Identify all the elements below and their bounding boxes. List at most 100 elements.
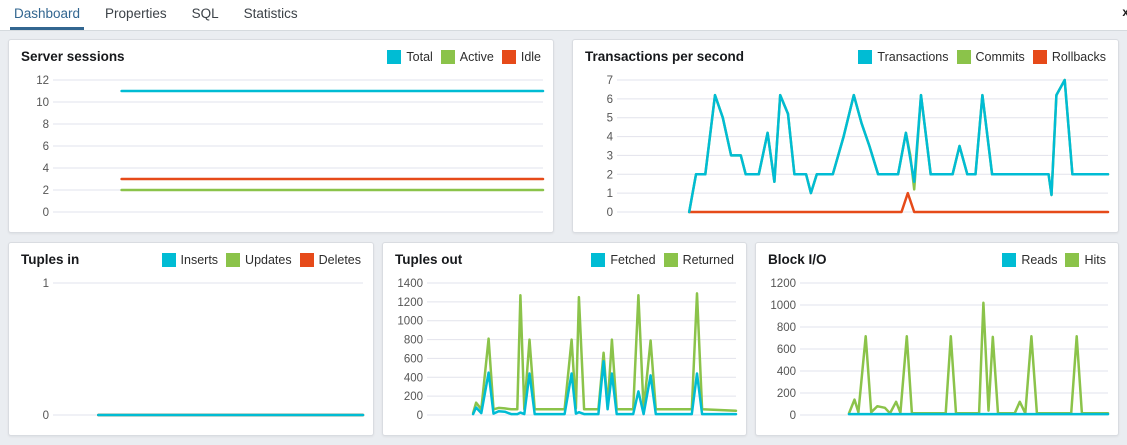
legend-label: Deletes bbox=[318, 252, 361, 267]
legend-label: Hits bbox=[1084, 252, 1106, 267]
panel-header: Server sessions Total Active Idle bbox=[9, 40, 553, 67]
legend-item-idle: Idle bbox=[501, 49, 541, 64]
panel-title: Tuples out bbox=[395, 252, 463, 267]
charts-row-2: Tuples in Inserts Updates Deletes bbox=[8, 242, 1119, 436]
svg-text:200: 200 bbox=[404, 391, 423, 403]
legend-item-rollbacks: Rollbacks bbox=[1032, 49, 1106, 64]
legend-label: Inserts bbox=[180, 252, 219, 267]
panel-tuples-out: Tuples out Fetched Returned 0 200 400 600 80… bbox=[382, 242, 747, 436]
svg-text:8: 8 bbox=[43, 119, 49, 131]
legend-swatch-deletes bbox=[299, 252, 314, 267]
panel-server-sessions: Server sessions Total Active Idle bbox=[8, 39, 554, 233]
svg-text:1: 1 bbox=[43, 278, 49, 290]
legend-item-transactions: Transactions bbox=[858, 49, 949, 64]
svg-text:2: 2 bbox=[607, 169, 613, 181]
svg-text:4: 4 bbox=[607, 132, 614, 144]
svg-text:800: 800 bbox=[777, 322, 796, 334]
legend: Fetched Returned bbox=[583, 252, 734, 267]
svg-text:600: 600 bbox=[777, 344, 796, 356]
svg-text:200: 200 bbox=[777, 388, 796, 400]
tab-properties[interactable]: Properties bbox=[105, 6, 167, 21]
legend-item-active: Active bbox=[440, 49, 494, 64]
transactions-chart: 0 1 2 3 4 5 6 7 bbox=[573, 67, 1118, 232]
svg-text:0: 0 bbox=[790, 410, 796, 422]
legend-item-commits: Commits bbox=[956, 49, 1025, 64]
legend-swatch-active bbox=[440, 49, 455, 64]
svg-text:1200: 1200 bbox=[770, 278, 796, 290]
legend-label: Fetched bbox=[610, 252, 656, 267]
legend: Inserts Updates Deletes bbox=[154, 252, 361, 267]
close-icon[interactable]: x bbox=[1122, 5, 1127, 19]
legend-item-fetched: Fetched bbox=[591, 252, 656, 267]
dashboard-content: Server sessions Total Active Idle bbox=[0, 31, 1127, 444]
svg-text:1400: 1400 bbox=[397, 278, 423, 290]
svg-text:1000: 1000 bbox=[770, 300, 796, 312]
tab-dashboard[interactable]: Dashboard bbox=[10, 0, 85, 30]
svg-text:400: 400 bbox=[404, 372, 423, 384]
svg-text:4: 4 bbox=[43, 163, 50, 175]
svg-text:1000: 1000 bbox=[397, 316, 423, 328]
legend-item-updates: Updates bbox=[226, 252, 292, 267]
tab-bar: Dashboard Properties SQL Statistics x bbox=[0, 0, 1127, 31]
legend-label: Rollbacks bbox=[1051, 49, 1106, 64]
legend-swatch-reads bbox=[1002, 252, 1017, 267]
legend-item-returned: Returned bbox=[663, 252, 734, 267]
legend-swatch-hits bbox=[1065, 252, 1080, 267]
svg-text:1200: 1200 bbox=[397, 297, 423, 309]
panel-title: Block I/O bbox=[768, 252, 827, 267]
svg-text:600: 600 bbox=[404, 353, 423, 365]
panel-header: Tuples in Inserts Updates Deletes bbox=[9, 243, 373, 270]
legend: Transactions Commits Rollbacks bbox=[850, 49, 1106, 64]
chart-canvas: 0 1 2 3 4 5 6 7 bbox=[607, 75, 1110, 219]
legend-label: Updates bbox=[245, 252, 292, 267]
legend: Total Active Idle bbox=[379, 49, 541, 64]
tab-sql[interactable]: SQL bbox=[191, 6, 219, 21]
charts-row-1: Server sessions Total Active Idle bbox=[8, 39, 1119, 233]
tab-statistics[interactable]: Statistics bbox=[243, 6, 298, 21]
svg-text:3: 3 bbox=[607, 150, 613, 162]
legend: Reads Hits bbox=[994, 252, 1106, 267]
panel-transactions-per-second: Transactions per second Transactions Com… bbox=[572, 39, 1119, 233]
svg-text:1: 1 bbox=[607, 188, 613, 200]
panel-header: Transactions per second Transactions Com… bbox=[573, 40, 1118, 67]
svg-text:6: 6 bbox=[43, 141, 49, 153]
svg-text:6: 6 bbox=[607, 94, 613, 106]
tuples-out-chart: 0 200 400 600 800 1000 1200 1400 bbox=[383, 270, 746, 435]
chart-canvas: 0 200 400 600 800 1000 1200 bbox=[770, 278, 1110, 422]
panel-title: Server sessions bbox=[21, 49, 125, 64]
panel-title: Tuples in bbox=[21, 252, 80, 267]
chart-canvas: 0 2 4 6 8 10 12 bbox=[36, 75, 545, 219]
svg-text:2: 2 bbox=[43, 185, 49, 197]
legend-label: Total bbox=[406, 49, 433, 64]
legend-swatch-inserts bbox=[161, 252, 176, 267]
block-io-chart: 0 200 400 600 800 1000 1200 bbox=[756, 270, 1118, 435]
legend-label: Returned bbox=[682, 252, 734, 267]
legend-swatch-commits bbox=[956, 49, 971, 64]
legend-swatch-total bbox=[387, 49, 402, 64]
svg-text:12: 12 bbox=[36, 75, 49, 87]
chart-canvas: 0 200 400 600 800 1000 1200 1400 bbox=[397, 278, 738, 422]
legend-swatch-fetched bbox=[591, 252, 606, 267]
chart-canvas: 01 bbox=[43, 278, 365, 422]
svg-text:400: 400 bbox=[777, 366, 796, 378]
svg-text:0: 0 bbox=[43, 207, 49, 219]
legend-swatch-transactions bbox=[858, 49, 873, 64]
svg-text:10: 10 bbox=[36, 97, 49, 109]
panel-block-io: Block I/O Reads Hits 0 200 400 600 800 1000 12… bbox=[755, 242, 1119, 436]
legend-item-deletes: Deletes bbox=[299, 252, 361, 267]
legend-label: Transactions bbox=[877, 49, 949, 64]
legend-swatch-returned bbox=[663, 252, 678, 267]
svg-text:800: 800 bbox=[404, 335, 423, 347]
svg-text:7: 7 bbox=[607, 75, 613, 87]
panel-header: Block I/O Reads Hits bbox=[756, 243, 1118, 270]
legend-label: Reads bbox=[1021, 252, 1058, 267]
legend-item-inserts: Inserts bbox=[161, 252, 219, 267]
legend-swatch-updates bbox=[226, 252, 241, 267]
legend-swatch-rollbacks bbox=[1032, 49, 1047, 64]
server-sessions-chart: 0 2 4 6 8 10 12 bbox=[9, 67, 553, 232]
panel-header: Tuples out Fetched Returned bbox=[383, 243, 746, 270]
legend-item-hits: Hits bbox=[1065, 252, 1106, 267]
svg-text:0: 0 bbox=[607, 207, 613, 219]
panel-tuples-in: Tuples in Inserts Updates Deletes bbox=[8, 242, 374, 436]
svg-text:5: 5 bbox=[607, 113, 613, 125]
